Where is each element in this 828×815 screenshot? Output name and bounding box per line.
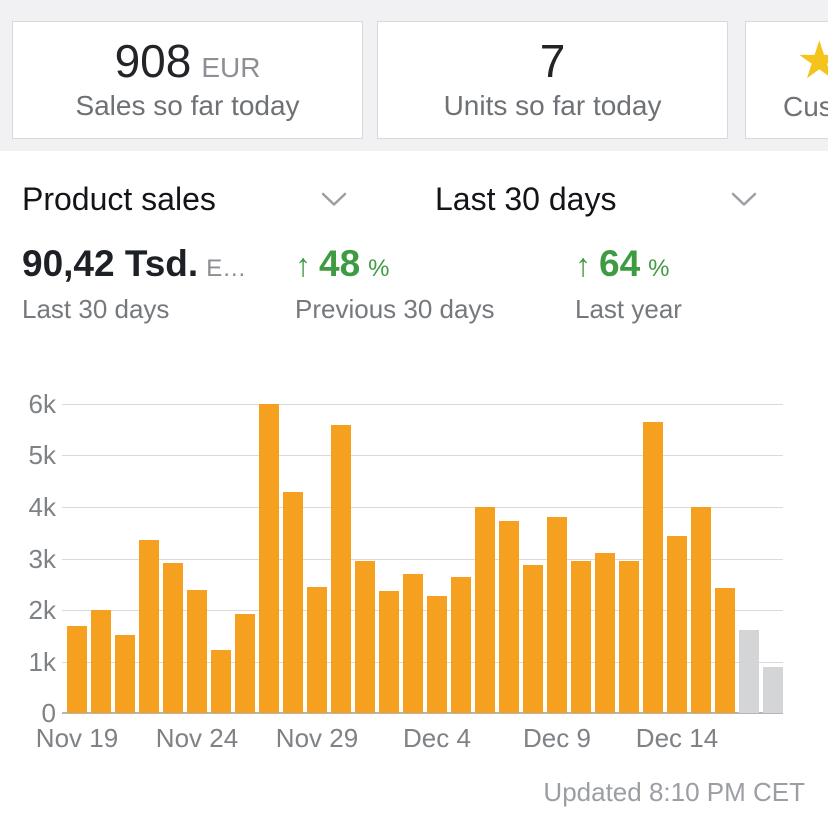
sales-today-label: Sales so far today xyxy=(75,90,300,121)
updated-timestamp: Updated 8:10 PM CET xyxy=(543,777,805,807)
date-range-selector-dropdown[interactable]: Last 30 days xyxy=(435,179,757,219)
customer-feedback-label: Cus xyxy=(783,91,828,122)
units-today-card[interactable]: 7 Units so far today xyxy=(377,21,728,139)
bar-nov-23[interactable] xyxy=(163,563,183,713)
bar-nov-20[interactable] xyxy=(91,610,111,713)
bar-dec-7[interactable] xyxy=(499,521,519,713)
metric-vs-previous-30-days: ↑ 48 % Previous 30 days xyxy=(295,243,494,325)
metric-total-value-row: 90,42 Tsd. E… xyxy=(22,243,246,287)
y-tick-label-1k: 1k xyxy=(28,647,56,677)
bar-dec-12[interactable] xyxy=(619,561,639,713)
arrow-up-icon: ↑ xyxy=(575,247,591,283)
metric-previous-percent-sign: % xyxy=(368,255,390,282)
metric-vs-last-year: ↑ 64 % Last year xyxy=(575,243,682,325)
metric-total-value: 90,42 Tsd. xyxy=(22,243,199,284)
date-range-selector-label: Last 30 days xyxy=(435,181,617,217)
metric-year-value: 64 xyxy=(599,243,641,284)
metric-previous-value-row: ↑ 48 % xyxy=(295,243,494,287)
metric-year-percent-sign: % xyxy=(648,255,670,282)
bar-dec-13[interactable] xyxy=(643,422,663,713)
bar-dec-2[interactable] xyxy=(379,591,399,713)
customer-feedback-card[interactable]: ★ Cus xyxy=(745,21,828,139)
y-tick-label-2k: 2k xyxy=(28,595,56,625)
bar-dec-15[interactable] xyxy=(691,507,711,713)
metric-total-caption: Last 30 days xyxy=(22,294,170,324)
sales-today-value: 908 xyxy=(114,35,192,87)
gridline-4k xyxy=(62,507,783,508)
units-today-value-row: 7 xyxy=(540,36,566,86)
chart-y-axis: 0 1k 2k 3k 4k 5k 6k xyxy=(0,389,56,728)
bar-nov-28[interactable] xyxy=(283,492,303,713)
chart-plot xyxy=(62,404,783,714)
metric-previous-caption: Previous 30 days xyxy=(295,294,495,324)
bar-dec-3[interactable] xyxy=(403,574,423,713)
bar-nov-29[interactable] xyxy=(307,587,327,713)
y-tick-label-6k: 6k xyxy=(28,389,56,419)
bar-dec-14[interactable] xyxy=(667,536,687,713)
summary-cards-band: 908 EUR Sales so far today 7 Units so fa… xyxy=(0,0,828,151)
bar-nov-22[interactable] xyxy=(139,540,159,713)
bar-nov-25[interactable] xyxy=(211,650,231,713)
bar-nov-27[interactable] xyxy=(259,404,279,713)
bar-nov-30[interactable] xyxy=(331,425,351,713)
bar-dec-8[interactable] xyxy=(523,565,543,713)
star-icon: ★ xyxy=(796,32,828,90)
arrow-up-icon: ↑ xyxy=(295,247,311,283)
x-tick-label-dec-9: Dec 9 xyxy=(523,723,591,753)
bar-nov-24[interactable] xyxy=(187,590,207,713)
bar-dec-17[interactable] xyxy=(739,630,759,713)
bar-nov-19[interactable] xyxy=(67,626,87,713)
x-tick-label-nov-19: Nov 19 xyxy=(35,723,119,753)
bar-dec-18[interactable] xyxy=(763,667,783,713)
y-tick-label-5k: 5k xyxy=(28,440,56,470)
gridline-0 xyxy=(62,712,783,714)
bar-dec-11[interactable] xyxy=(595,553,615,713)
metric-selector-dropdown[interactable]: Product sales xyxy=(22,179,347,219)
bar-dec-9[interactable] xyxy=(547,517,567,713)
gridline-3k xyxy=(62,559,783,560)
bar-dec-6[interactable] xyxy=(475,507,495,713)
x-tick-label-dec-4: Dec 4 xyxy=(403,723,471,753)
chevron-down-icon xyxy=(321,192,347,206)
units-today-value: 7 xyxy=(539,35,566,87)
metric-selector-label: Product sales xyxy=(22,181,216,217)
bar-dec-16[interactable] xyxy=(715,588,735,713)
sales-today-value-row: 908 EUR xyxy=(115,36,261,86)
metric-year-caption: Last year xyxy=(575,294,682,324)
y-tick-label-3k: 3k xyxy=(28,544,56,574)
chart-x-axis: Nov 19 Nov 24 Nov 29 Dec 4 Dec 9 Dec 14 xyxy=(0,722,828,756)
bar-nov-26[interactable] xyxy=(235,614,255,713)
metric-total-sales: 90,42 Tsd. E… Last 30 days xyxy=(22,243,246,325)
x-tick-label-nov-29: Nov 29 xyxy=(275,723,359,753)
x-tick-label-nov-24: Nov 24 xyxy=(155,723,239,753)
sales-today-card[interactable]: 908 EUR Sales so far today xyxy=(12,21,363,139)
bar-dec-4[interactable] xyxy=(427,596,447,713)
chevron-down-icon xyxy=(731,192,757,206)
metric-year-value-row: ↑ 64 % xyxy=(575,243,682,287)
metric-previous-value: 48 xyxy=(319,243,361,284)
units-today-label: Units so far today xyxy=(443,90,662,121)
y-tick-label-4k: 4k xyxy=(28,492,56,522)
gridline-6k xyxy=(62,404,783,405)
metric-total-currency: E… xyxy=(206,255,247,282)
bar-nov-21[interactable] xyxy=(115,635,135,713)
gridline-5k xyxy=(62,455,783,456)
y-tick-label-0: 0 xyxy=(41,698,56,728)
bar-dec-10[interactable] xyxy=(571,561,591,713)
bar-dec-5[interactable] xyxy=(451,577,471,713)
x-tick-label-dec-14: Dec 14 xyxy=(635,723,719,753)
sales-today-currency: EUR xyxy=(201,52,261,83)
bar-dec-1[interactable] xyxy=(355,561,375,713)
